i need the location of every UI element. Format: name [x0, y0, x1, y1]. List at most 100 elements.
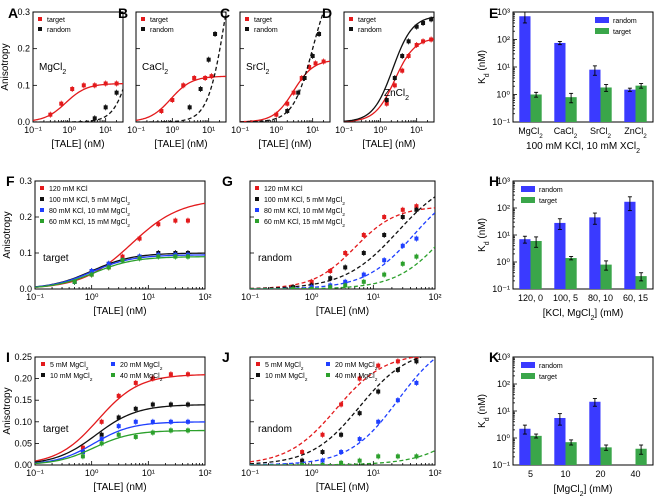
x-tick-label: 10¹ — [367, 468, 380, 478]
bar-target — [600, 264, 612, 289]
bar-target — [565, 97, 577, 122]
y-tick-label: 10¹ — [497, 406, 510, 416]
data-point — [320, 463, 325, 465]
data-point — [309, 279, 314, 284]
data-point — [361, 233, 366, 237]
data-point — [328, 285, 333, 289]
y-tick-label: 10³ — [497, 352, 510, 362]
legend-label: 20 mM MgCl2 — [120, 362, 163, 372]
legend-label: 60 mM KCl, 15 mM MgCl2 — [49, 219, 130, 229]
data-point — [59, 101, 64, 106]
data-point — [185, 254, 190, 259]
x-tick-label: 10⁰ — [305, 468, 319, 478]
data-point — [376, 363, 381, 368]
data-point — [120, 254, 125, 259]
legend-label: 80 mM KCl, 10 mM MgCl2 — [49, 208, 130, 218]
legend-swatch — [40, 208, 44, 212]
bar-target — [635, 85, 647, 122]
panel-letter: A — [8, 5, 18, 21]
panel-letter: D — [322, 5, 332, 21]
bar-target — [635, 448, 647, 465]
data-point — [285, 109, 290, 113]
data-point — [400, 54, 405, 58]
x-tick-label: MgCl2 — [518, 126, 543, 140]
legend-label: 100 mM KCl, 5 mM MgCl2 — [264, 197, 345, 207]
y-tick-label: 0.2 — [19, 212, 32, 222]
data-point — [209, 74, 214, 79]
data-point — [120, 258, 125, 263]
fit-curve-10-mm-mgcl2 — [250, 357, 424, 465]
y-tick-label: 10⁰ — [496, 90, 510, 100]
legend-label: 120 mM KCl — [264, 186, 303, 193]
panel-letter: K — [489, 349, 499, 365]
bar-random — [519, 428, 531, 465]
data-point — [421, 21, 426, 25]
data-point — [429, 17, 434, 22]
panel-annotation: random — [258, 424, 292, 435]
y-tick-label: 0.1 — [19, 248, 32, 258]
plot-area — [240, 12, 330, 122]
data-point — [285, 101, 290, 106]
y-tick-label: 10¹ — [497, 230, 510, 240]
fit-curve-random — [344, 16, 434, 122]
y-tick-label: 0.3 — [19, 176, 32, 186]
x-axis-label: [TALE] (nM) — [362, 139, 415, 150]
x-tick-label: 10⁰ — [85, 292, 99, 302]
data-point — [339, 460, 344, 465]
y-tick-label: 10² — [497, 203, 510, 213]
data-point — [99, 432, 104, 437]
x-axis-label: [TALE] (nM) — [93, 306, 146, 317]
data-point — [406, 39, 411, 44]
x-tick-label: 10⁰ — [166, 125, 180, 135]
data-point — [187, 105, 192, 110]
data-point — [320, 458, 325, 463]
data-point — [133, 434, 138, 439]
legend-label: 60 mM KCl, 15 mM MgCl2 — [264, 219, 345, 229]
data-point — [137, 256, 142, 261]
data-point — [103, 81, 108, 86]
legend-swatch — [595, 28, 609, 34]
y-axis-label: Anisotropy — [2, 387, 13, 434]
data-point — [400, 215, 405, 219]
bar-target — [600, 87, 612, 122]
x-tick-label: 10¹ — [410, 125, 423, 135]
y-axis-label: Kd (nM) — [477, 218, 491, 252]
x-tick-label: 10⁰ — [305, 292, 319, 302]
panel-annotation: CaCl2 — [142, 62, 168, 76]
bar-random — [624, 89, 636, 122]
x-axis-label: [TALE] (nM) — [93, 482, 146, 493]
data-point — [168, 428, 173, 433]
fit-curve-20-mm-mgcl2 — [35, 421, 205, 464]
panel-letter: C — [220, 5, 230, 21]
x-tick-label: 10⁻¹ — [231, 125, 249, 135]
bar-random — [554, 42, 566, 122]
bar-random — [519, 16, 531, 122]
panel-F: 10⁻¹ 10⁰ 10¹ 10² 0.0 0.1 0.2 0.3 [TALE] (nM) Anis… — [2, 176, 212, 317]
y-tick-label: 10⁻¹ — [492, 117, 510, 127]
data-point — [376, 454, 381, 459]
panel-annotation: ZnCl2 — [384, 88, 409, 102]
panel-annotation: SrCl2 — [246, 62, 269, 76]
x-tick-label: 10¹ — [99, 125, 112, 135]
data-point — [133, 419, 138, 424]
legend-swatch — [40, 186, 44, 190]
x-axis-label: [KCl, MgCl2] (mM) — [543, 308, 624, 322]
data-point — [185, 218, 190, 223]
bar-random — [589, 217, 601, 289]
panel-H: 10⁻¹ 10⁰ 10¹ 10² 10³ Kd (nM) 120, 0 100, 5 80, 1… — [477, 176, 654, 322]
bar-random — [554, 222, 566, 289]
panel-J: 10⁻¹ 10⁰ 10¹ 10² [TALE] (nM) 5 mM MgCl2 20 mM … — [241, 356, 442, 493]
data-point — [150, 430, 155, 435]
data-point — [291, 90, 296, 95]
fit-curve-target — [33, 83, 123, 122]
y-axis-label: Kd (nM) — [477, 394, 491, 428]
legend-swatch — [40, 197, 44, 201]
data-point — [321, 59, 326, 64]
data-point — [92, 116, 97, 121]
data-point — [395, 454, 400, 459]
data-point — [300, 450, 305, 455]
x-tick-label: 10² — [198, 292, 211, 302]
data-point — [357, 458, 362, 463]
data-point — [382, 215, 387, 219]
bar-target — [635, 276, 647, 289]
